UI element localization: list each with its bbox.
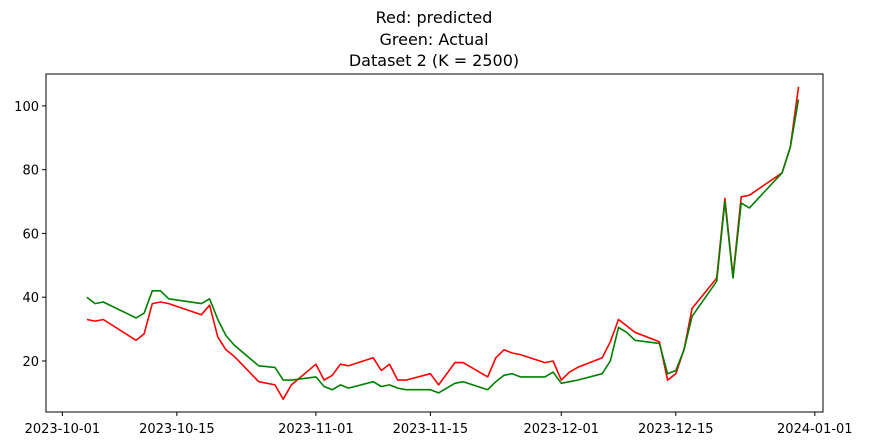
y-tick-label: 60 (22, 227, 39, 242)
x-tick-label: 2024-01-01 (777, 422, 853, 437)
y-tick-label: 40 (22, 291, 39, 306)
title-line-1: Red: predicted (376, 8, 493, 27)
y-tick-label: 100 (14, 100, 39, 115)
plot-area-frame (45, 73, 824, 413)
chart-title: Red: predicted Green: Actual Dataset 2 (… (349, 8, 519, 70)
x-tick-label: 2023-10-01 (25, 422, 101, 437)
x-tick-label: 2023-11-01 (278, 422, 354, 437)
y-tick-label: 80 (22, 164, 39, 179)
series-line-2 (86, 99, 800, 394)
x-tick-label: 2023-10-15 (139, 422, 215, 437)
series-layer (86, 86, 800, 401)
x-axis: 2023-10-01 2023-10-15 2023-11-01 2023-11-15… (25, 412, 853, 437)
y-tick-label: 20 (22, 355, 39, 370)
x-tick-label: 2023-12-01 (523, 422, 599, 437)
y-axis: 20 40 60 80 100 (14, 100, 46, 370)
series-line-1 (86, 86, 800, 401)
title-line-2: Green: Actual (379, 30, 488, 49)
x-tick-label: 2023-11-15 (393, 422, 469, 437)
x-tick-label: 2023-12-15 (638, 422, 714, 437)
title-line-3: Dataset 2 (K = 2500) (349, 51, 519, 70)
